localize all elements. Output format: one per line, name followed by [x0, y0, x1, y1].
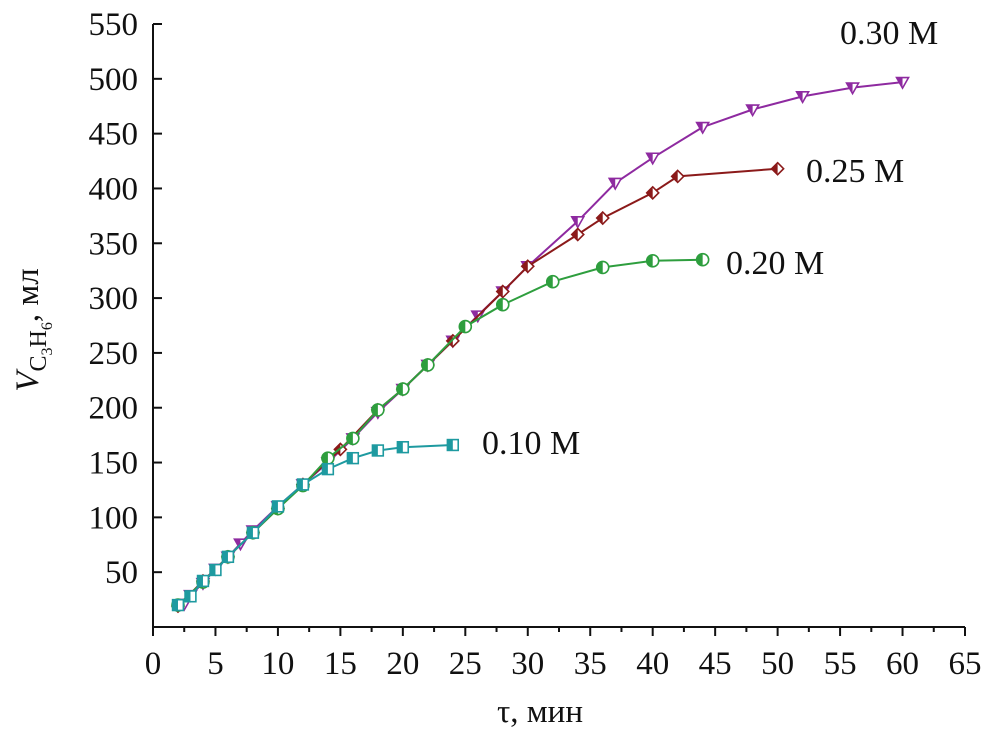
- x-tick-label: 30: [511, 646, 544, 682]
- data-point-fill: [334, 443, 341, 456]
- data-point-fill: [459, 320, 466, 333]
- data-point-fill: [185, 590, 191, 602]
- x-tick-label: 25: [449, 646, 482, 682]
- series-line: [183, 81, 903, 605]
- data-point-fill: [646, 254, 653, 267]
- x-tick-label: 40: [636, 646, 669, 682]
- data-point-fill: [596, 212, 603, 225]
- data-point-fill: [297, 479, 303, 490]
- x-tick-label: 0: [145, 646, 162, 682]
- data-point-fill: [172, 599, 178, 611]
- series-line: [177, 167, 778, 607]
- data-point-fill: [347, 452, 353, 464]
- y-tick-label: 500: [89, 62, 139, 98]
- y-axis-ticks: 50 100 150 200 250 300 350 400 450 500 550: [89, 7, 162, 591]
- data-point-fill: [447, 439, 453, 451]
- x-tick-label: 50: [761, 646, 794, 682]
- data-point-fill: [446, 334, 453, 347]
- data-point-fill: [197, 575, 203, 587]
- x-axis-unit: , мин: [510, 694, 583, 730]
- data-point-fill: [646, 186, 653, 199]
- data-point-fill: [496, 298, 503, 311]
- data-point-fill: [771, 162, 778, 175]
- data-point-fill: [346, 432, 353, 445]
- x-tick-label: 65: [949, 646, 982, 682]
- series-group: [171, 438, 460, 612]
- x-tick-label: 35: [574, 646, 607, 682]
- data-point-fill: [210, 564, 216, 576]
- data-point-fill: [421, 358, 428, 371]
- x-tick-label: 60: [886, 646, 919, 682]
- data-point-fill: [371, 403, 378, 416]
- series-line: [177, 444, 453, 606]
- x-tick-label: 15: [324, 646, 357, 682]
- y-axis-sub-6: 6: [39, 322, 56, 330]
- data-point-fill: [671, 170, 678, 183]
- y-axis-sub-c: C: [26, 356, 52, 372]
- data-point-fill: [846, 83, 853, 94]
- y-axis-sub-3: 3: [39, 348, 56, 356]
- series-label-020: 0.20 M: [726, 245, 824, 282]
- y-tick-label: 150: [89, 446, 139, 482]
- x-axis-symbol: τ: [497, 694, 510, 730]
- series-line: [177, 258, 703, 606]
- data-point-fill: [222, 551, 228, 563]
- axes: [152, 24, 965, 628]
- series-layer: [170, 76, 910, 614]
- series-label-010: 0.10 M: [482, 425, 580, 462]
- data-point-fill: [247, 527, 253, 539]
- y-tick-label: 50: [105, 555, 138, 591]
- data-point-fill: [609, 178, 616, 189]
- x-tick-label: 45: [699, 646, 732, 682]
- series-group: [170, 161, 785, 614]
- x-tick-label: 10: [261, 646, 294, 682]
- data-point-fill: [696, 122, 703, 134]
- data-point-fill: [272, 501, 278, 512]
- data-point-fill: [571, 228, 578, 241]
- y-tick-label: 550: [89, 7, 139, 43]
- series-group: [176, 76, 910, 612]
- series-group: [171, 252, 710, 612]
- y-tick-label: 300: [89, 281, 139, 317]
- data-point-fill: [396, 383, 403, 396]
- data-point-fill: [546, 275, 553, 288]
- y-tick-label: 450: [89, 117, 139, 153]
- y-axis-symbol: V: [10, 368, 46, 392]
- data-point-fill: [321, 452, 328, 465]
- data-point-fill: [696, 253, 703, 266]
- data-point-fill: [646, 153, 653, 164]
- data-point-fill: [746, 105, 753, 116]
- series-label-025: 0.25 M: [806, 153, 904, 190]
- data-point-fill: [372, 445, 378, 456]
- x-tick-label: 20: [386, 646, 419, 682]
- data-point-fill: [896, 77, 903, 89]
- data-point-fill: [496, 285, 503, 298]
- y-tick-label: 100: [89, 500, 139, 536]
- data-point-fill: [521, 260, 528, 273]
- x-axis-title: τ, мин: [497, 694, 583, 730]
- y-tick-label: 200: [89, 391, 139, 427]
- y-tick-label: 250: [89, 336, 139, 372]
- y-tick-label: 350: [89, 226, 139, 262]
- x-axis-ticks: 0 5 10 15 20 25 30 35 40 45 50 55 60 65: [145, 627, 982, 682]
- data-point-fill: [796, 91, 803, 103]
- y-axis-title: VC3H6, мл: [10, 268, 56, 391]
- data-point-fill: [322, 463, 328, 475]
- y-axis-sub-h: H: [26, 330, 52, 347]
- data-point-fill: [596, 261, 603, 274]
- x-tick-label: 5: [207, 646, 224, 682]
- data-point-fill: [397, 441, 403, 453]
- series-label-030: 0.30 M: [840, 15, 938, 52]
- y-tick-label: 400: [89, 171, 139, 207]
- data-point-fill: [571, 216, 578, 228]
- y-axis-unit: , мл: [10, 268, 46, 322]
- x-tick-label: 55: [824, 646, 857, 682]
